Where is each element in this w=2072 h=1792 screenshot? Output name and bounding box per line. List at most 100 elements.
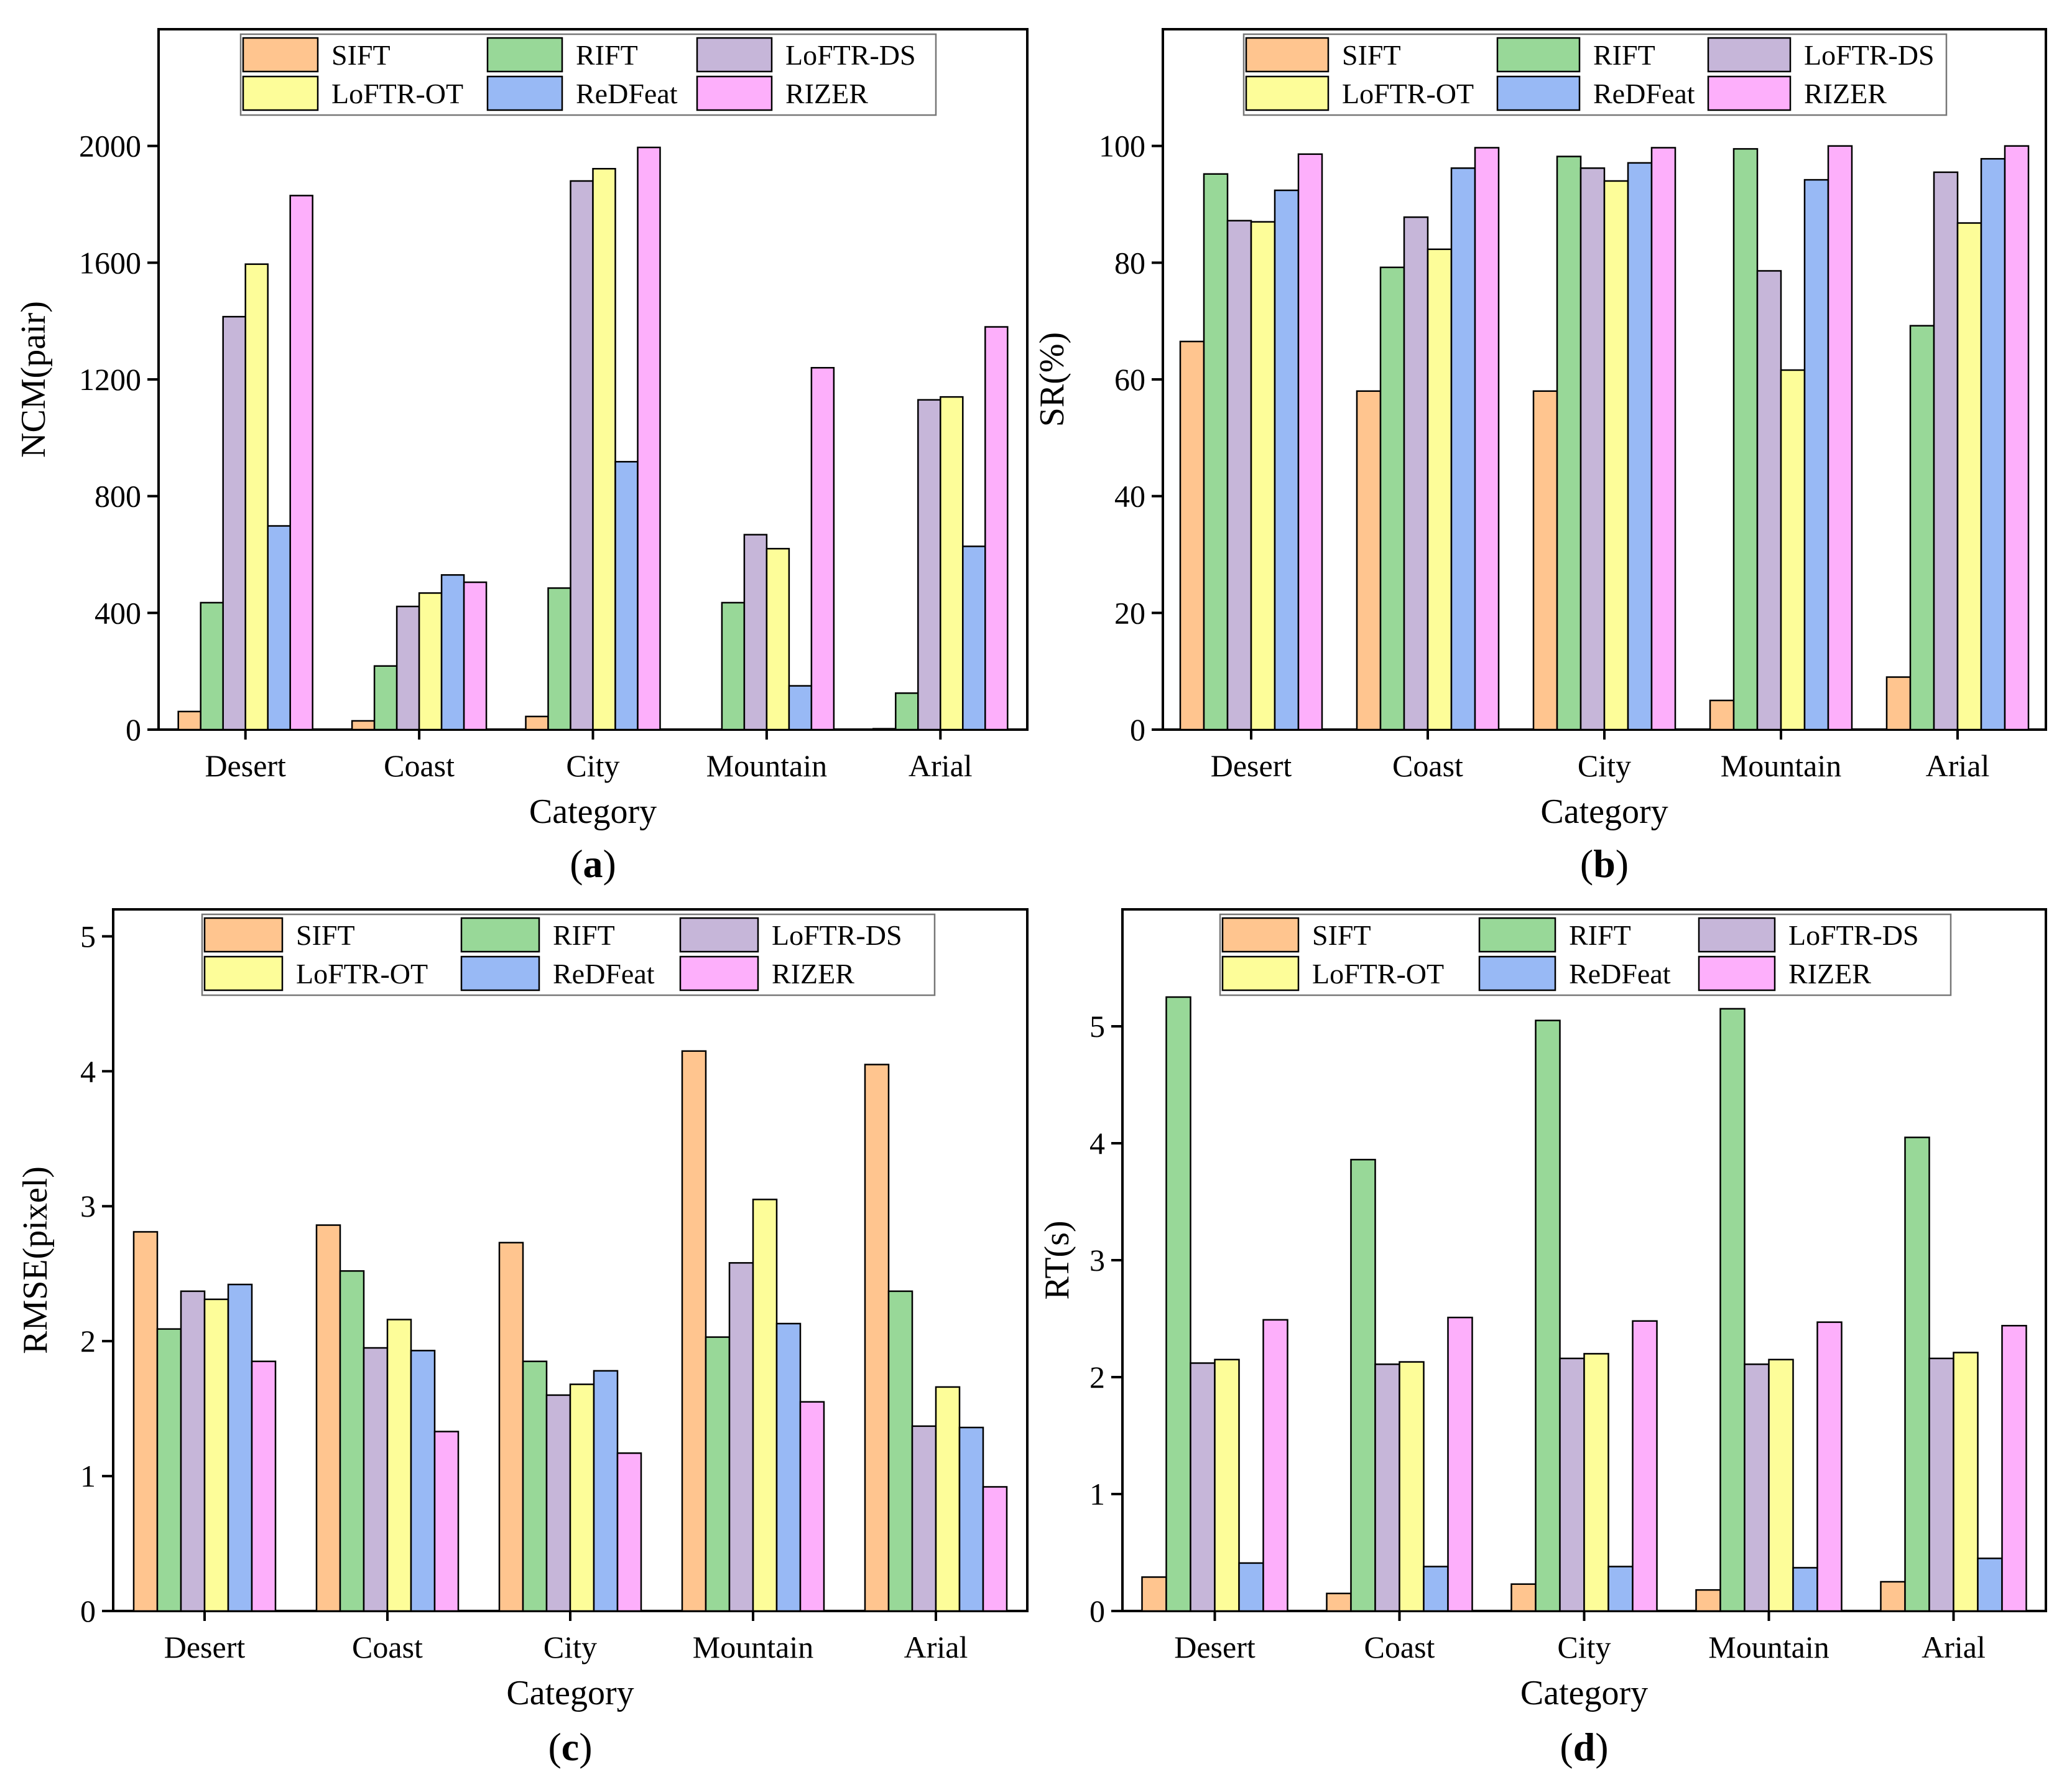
bar-rift-desert: [1165, 996, 1191, 1612]
bar-loftr-ds-desert: [222, 315, 246, 731]
legend-swatch-loftr-ds: [696, 37, 773, 73]
bar-loftr-ot-arial: [940, 396, 964, 731]
bar-loftr-ot-arial: [935, 1386, 961, 1612]
y-tick-label: 4: [80, 1054, 96, 1089]
bar-rizer-desert: [251, 1360, 277, 1612]
y-axis-label: RT(s): [1038, 1220, 1076, 1299]
bar-rift-mountain: [1719, 1008, 1746, 1612]
bar-loftr-ds-coast: [1403, 216, 1429, 731]
x-tick-label: Coast: [384, 748, 455, 783]
bar-loftr-ds-city: [570, 180, 594, 731]
bar-sift-desert: [1141, 1576, 1167, 1612]
bar-redfeat-coast: [1423, 1566, 1449, 1612]
y-axis-label: RMSE(pixel): [16, 1166, 55, 1354]
legend-label-redfeat: ReDFeat: [553, 958, 655, 990]
legend-swatch-rift: [486, 37, 563, 73]
legend-label-sift: SIFT: [331, 39, 391, 71]
x-tick-label: Arial: [1926, 748, 1990, 783]
legend-swatch-rift: [1496, 37, 1581, 73]
x-axis-label: Category: [506, 1674, 634, 1712]
y-tick-label: 1200: [79, 362, 141, 397]
x-tick-label: City: [543, 1630, 597, 1664]
bar-loftr-ot-mountain: [1780, 369, 1806, 731]
bar-redfeat-desert: [227, 1283, 253, 1612]
bar-loftr-ds-desert: [1190, 1362, 1216, 1612]
bar-loftr-ds-mountain: [743, 534, 768, 731]
bar-loftr-ot-city: [1583, 1353, 1609, 1612]
bar-sift-desert: [132, 1231, 159, 1612]
bar-rizer-desert: [289, 195, 313, 731]
bar-rift-mountain: [721, 601, 746, 731]
bar-loftr-ds-arial: [911, 1425, 937, 1612]
x-tick-label: Desert: [1211, 748, 1292, 783]
bar-rizer-arial: [2004, 145, 2030, 731]
x-tick-label: Coast: [352, 1630, 423, 1664]
bar-redfeat-mountain: [775, 1322, 802, 1612]
legend-swatch-loftr-ds: [1698, 917, 1776, 953]
bar-rizer-mountain: [810, 366, 835, 731]
bar-loftr-ds-mountain: [1744, 1363, 1770, 1612]
legend-label-rift: RIFT: [1593, 39, 1655, 71]
bar-loftr-ot-coast: [1399, 1361, 1425, 1612]
y-tick-label: 2000: [79, 129, 141, 164]
y-tick-label: 400: [95, 595, 141, 630]
bar-rizer-coast: [433, 1431, 460, 1612]
chart-panel-b: 0 20 40 60 80 100 Desert Coast City Mountain Arial…: [1033, 28, 2047, 886]
bar-loftr-ds-city: [1579, 167, 1606, 731]
legend-label-rift: RIFT: [576, 39, 638, 71]
bar-redfeat-desert: [267, 525, 291, 731]
legend-swatch-loftr-ds: [1707, 37, 1792, 73]
bar-loftr-ot-city: [569, 1383, 595, 1612]
bar-loftr-ot-arial: [1953, 1352, 1979, 1612]
bar-rizer-city: [1632, 1320, 1658, 1612]
bar-rizer-arial: [984, 326, 1009, 731]
x-tick-label: Mountain: [693, 1630, 813, 1664]
legend-label-loftr-ds: LoFTR-DS: [1804, 39, 1935, 71]
x-tick-label: City: [1557, 1630, 1611, 1664]
bar-rift-arial: [887, 1290, 913, 1612]
legend-label-rizer: RIZER: [772, 958, 854, 990]
bar-loftr-ot-desert: [1214, 1358, 1240, 1612]
y-tick-label: 1600: [79, 245, 141, 280]
chart-panel-c: 0 1 2 3 4 5 Desert Coast City Mountain Arial Catego…: [16, 908, 1029, 1769]
bar-loftr-ds-arial: [1928, 1357, 1954, 1612]
bar-sift-arial: [1885, 676, 1912, 731]
bar-loftr-ds-arial: [917, 399, 941, 731]
x-tick-label: Coast: [1392, 748, 1463, 783]
legend-swatch-rizer: [679, 955, 759, 991]
bar-loftr-ot-arial: [1956, 222, 1982, 731]
x-tick-label: Mountain: [1721, 748, 1841, 783]
legend-label-redfeat: ReDFeat: [1593, 78, 1695, 109]
bar-rift-arial: [1909, 325, 1935, 731]
y-tick-label: 5: [80, 919, 96, 954]
legend-box: [1242, 33, 1948, 116]
legend-box: [1219, 913, 1952, 996]
legend-swatch-sift: [203, 917, 284, 953]
y-tick-label: 3: [80, 1189, 96, 1223]
bar-sift-coast: [1356, 390, 1382, 731]
y-tick-label: 40: [1114, 479, 1145, 514]
bar-rift-desert: [1203, 173, 1229, 731]
legend-swatch-redfeat: [486, 75, 563, 111]
y-tick-label: 3: [1089, 1243, 1105, 1278]
legend-label-loftr-ot: LoFTR-OT: [296, 958, 428, 990]
legend-label-rift: RIFT: [553, 919, 615, 951]
bar-sift-arial: [1880, 1581, 1906, 1612]
bar-sift-mountain: [1695, 1589, 1721, 1612]
bar-rizer-city: [1650, 147, 1677, 731]
bar-rift-arial: [895, 692, 919, 731]
bar-redfeat-arial: [958, 1426, 984, 1612]
bar-sift-city: [1532, 390, 1558, 731]
legend-swatch-loftr-ot: [203, 955, 284, 991]
bar-rizer-mountain: [1827, 145, 1853, 731]
x-tick-label: Desert: [205, 748, 286, 783]
bar-loftr-ds-arial: [1933, 171, 1959, 731]
bar-redfeat-city: [614, 461, 639, 731]
bar-rizer-mountain: [1816, 1321, 1843, 1612]
chart-panel-a: 0 400 800 1200 1600 2000 Desert Coast City Mounta…: [14, 28, 1029, 886]
bar-sift-coast: [1326, 1592, 1352, 1612]
bar-rizer-desert: [1262, 1319, 1288, 1612]
legend: SIFT RIFT LoFTR-DS LoFTR-OT ReDFeat RIZER: [1219, 913, 1952, 996]
bar-rizer-arial: [2001, 1325, 2027, 1612]
legend-swatch-redfeat: [460, 955, 540, 991]
